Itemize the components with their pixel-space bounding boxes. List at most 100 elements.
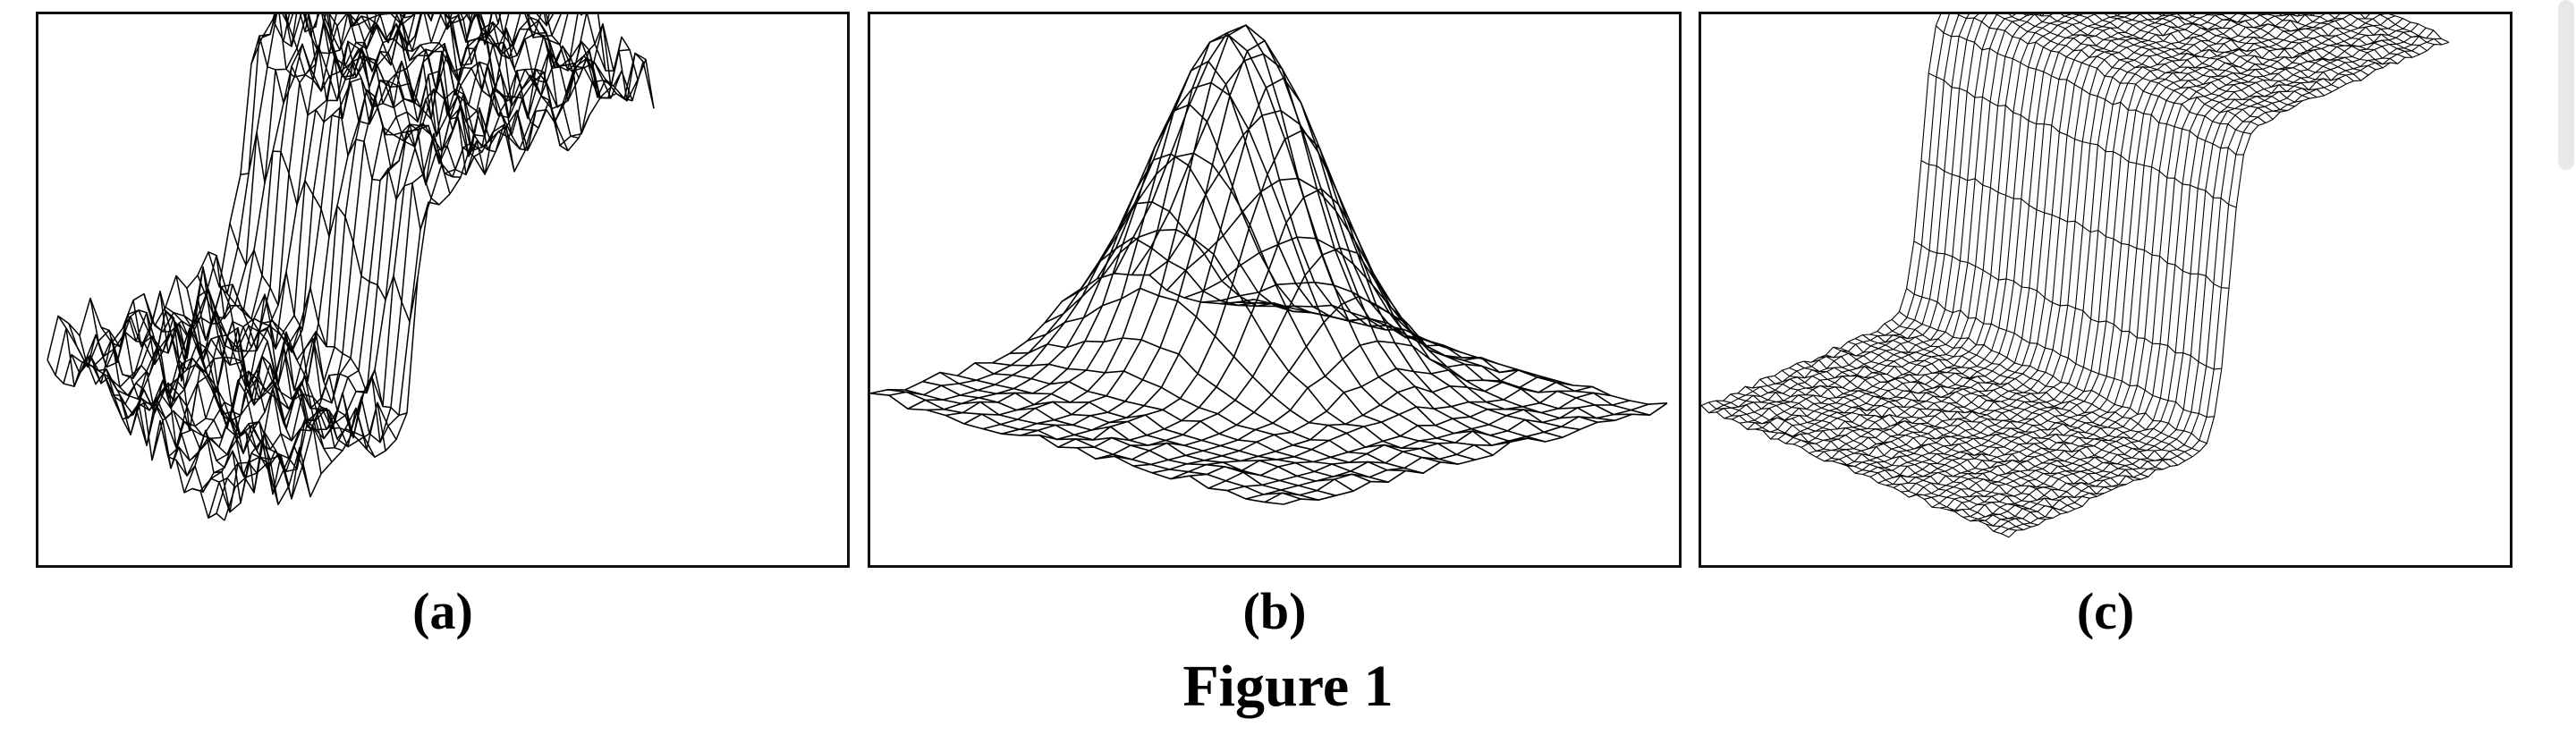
wire-line — [1862, 334, 2171, 467]
wire-line — [1165, 177, 1580, 431]
wire-line — [1899, 311, 2207, 444]
wire-line — [272, 14, 451, 195]
wire-line — [2279, 14, 2398, 64]
wire-line — [527, 14, 633, 102]
wire-line — [366, 14, 526, 151]
wire-line — [1931, 14, 2351, 508]
wire-line — [1009, 337, 1424, 474]
wire-line — [2328, 14, 2420, 55]
wire-line — [111, 313, 290, 495]
wire-line — [1076, 188, 1462, 449]
panel-b-gaussian-surface — [868, 12, 1682, 568]
wire-line — [1183, 236, 1598, 423]
wire-line — [1970, 21, 2411, 522]
panel-a-caption: (a) — [412, 582, 473, 640]
wire-line — [240, 131, 419, 323]
wire-line — [888, 236, 1274, 396]
wire-line — [1906, 288, 2215, 418]
wire-line — [2023, 14, 2274, 120]
wire-line — [2360, 14, 2435, 46]
wire-line — [1891, 318, 2200, 452]
wire-line — [2291, 14, 2406, 58]
wire-line — [1862, 14, 2225, 476]
scrollbar[interactable] — [2558, 0, 2574, 170]
wire-line — [1826, 354, 2134, 481]
wire-line — [2267, 14, 2391, 65]
wire-line — [1189, 381, 1574, 477]
wire-line — [208, 62, 639, 519]
wire-line — [974, 362, 1389, 483]
wire-line — [1148, 109, 1563, 438]
noisy-step-wireframe — [47, 14, 655, 521]
wire-line — [1096, 34, 1511, 446]
wire-line — [154, 308, 333, 462]
wire-line — [1114, 24, 1529, 442]
wire-line — [1810, 359, 2120, 487]
wire-line — [495, 14, 612, 99]
wire-line — [347, 14, 504, 153]
wire-line — [1730, 393, 2038, 526]
wire-line — [350, 14, 515, 173]
wire-line — [1777, 14, 2054, 440]
wire-line — [1833, 346, 2141, 480]
panel-a-noisy-step-surface — [36, 12, 850, 568]
wire-line — [1803, 360, 2113, 491]
wire-line — [1752, 386, 2061, 515]
wire-line — [1744, 385, 2054, 519]
wire-line — [1724, 14, 1970, 419]
wire-line — [122, 309, 301, 500]
wire-line — [2388, 14, 2450, 43]
wire-line — [2092, 14, 2303, 103]
wire-line — [1928, 72, 2237, 208]
wire-line — [957, 375, 1371, 483]
wire-line — [2008, 14, 2267, 123]
wire-line — [427, 14, 569, 152]
wire-line — [2060, 14, 2288, 112]
wire-line — [1840, 347, 2148, 477]
figure-title: Figure 1 — [1182, 654, 1394, 719]
wire-line — [544, 14, 644, 102]
wire-line — [1789, 367, 2097, 497]
wire-line — [1253, 299, 1668, 405]
wire-line — [1027, 287, 1441, 463]
wire-line — [1701, 14, 1942, 407]
wire-line — [2176, 14, 2347, 85]
wire-line — [1723, 400, 2031, 528]
wire-line — [2189, 14, 2354, 82]
wire-line — [887, 389, 1301, 500]
wire-line — [2105, 14, 2310, 99]
wire-line — [402, 14, 558, 127]
wire-line — [315, 14, 494, 175]
wire-line — [1245, 400, 1631, 500]
wire-line — [1993, 30, 2435, 532]
wire-line — [1707, 401, 2017, 531]
wire-line — [1854, 338, 2164, 470]
wire-line — [261, 14, 440, 206]
wire-line — [1801, 14, 2097, 448]
wire-line — [2148, 14, 2333, 93]
panel-c-smooth-step-surface — [1699, 12, 2512, 568]
wire-line — [186, 266, 365, 448]
wire-line — [57, 315, 236, 493]
wire-line — [982, 31, 1368, 430]
wire-line — [1131, 53, 1546, 443]
wire-line — [1770, 14, 2045, 440]
wire-line — [2220, 14, 2369, 76]
wire-line — [218, 285, 397, 444]
wire-line — [216, 52, 647, 514]
wire-line — [197, 275, 376, 458]
wire-line — [304, 14, 483, 176]
wire-line — [399, 14, 537, 151]
wire-line — [1877, 331, 2186, 461]
wire-line — [1936, 25, 2244, 156]
wire-line — [1767, 376, 2076, 510]
wire-line — [904, 389, 1319, 501]
wire-line — [229, 223, 408, 417]
wire-line — [1759, 378, 2068, 513]
wire-line — [165, 296, 343, 452]
wire-line — [922, 380, 1336, 496]
wire-line — [1957, 14, 2251, 135]
wire-line — [2257, 14, 2384, 69]
wire-line — [143, 291, 322, 475]
wire-line — [1716, 400, 2024, 531]
